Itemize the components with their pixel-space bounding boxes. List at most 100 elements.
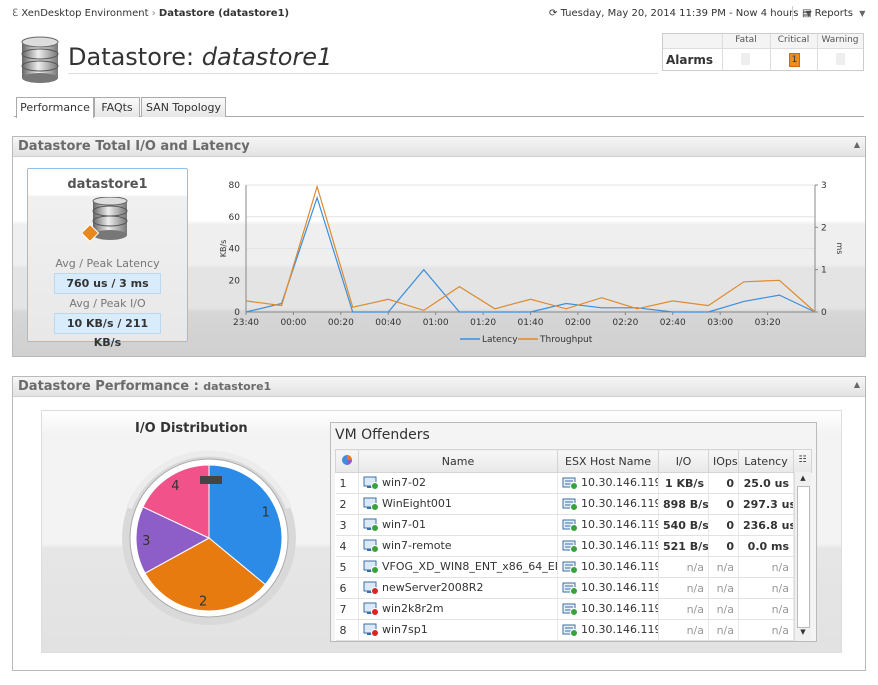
column-header[interactable]: Latency xyxy=(738,449,794,473)
table-row[interactable]: 5 VFOG_XD_WIN8_ENT_x86_64_EN 10.30.146.119… xyxy=(335,556,794,578)
table-cell: n/a xyxy=(658,598,709,620)
column-chooser[interactable]: ☷ xyxy=(793,449,812,473)
x-tick-label: 01:00 xyxy=(423,318,449,328)
dropdown-arrow[interactable]: ▼ xyxy=(859,9,866,18)
table-cell: 521 B/s xyxy=(658,535,709,557)
row-index: 3 xyxy=(339,518,347,532)
table-cell: 236.8 us xyxy=(738,514,794,536)
table-row[interactable]: 7 win2k8r2m 10.30.146.119 n/a n/a n/a xyxy=(335,598,794,620)
panel-title-text: Datastore Performance : xyxy=(18,379,199,394)
dropdown-arrow[interactable]: ▼ xyxy=(805,9,812,18)
row-index: 8 xyxy=(339,623,347,637)
collapse-button[interactable]: ▲ xyxy=(853,140,860,149)
cell-text: n/a xyxy=(771,560,789,574)
pie-slice xyxy=(142,464,210,539)
cell-text: n/a xyxy=(716,623,734,637)
breadcrumb-current: Datastore (datastore1) xyxy=(158,8,290,19)
io-value: 10 KB/s / 211 KB/s xyxy=(54,313,161,349)
x-tick-label: 02:00 xyxy=(565,318,591,328)
time-text[interactable]: Tuesday, May 20, 2014 11:39 PM - Now 4 h… xyxy=(560,8,799,19)
cell-text: 10.30.146.119 xyxy=(581,497,659,510)
y2-axis-label: ms xyxy=(835,243,844,255)
column-header[interactable]: Name xyxy=(358,449,558,473)
vm-icon xyxy=(363,518,379,532)
table-row[interactable]: 3 win7-01 10.30.146.119 540 B/s 0 236.8 us xyxy=(335,514,794,536)
alarms-header xyxy=(663,34,863,49)
critical-count[interactable]: 1 xyxy=(789,53,800,67)
table-cell: 10.30.146.119 xyxy=(557,577,659,599)
pie-slice xyxy=(135,506,211,574)
table-cell: n/a xyxy=(708,577,739,599)
scroll-up[interactable]: ▲ xyxy=(800,474,806,482)
table-cell: 898 B/s xyxy=(658,493,709,515)
vm-icon xyxy=(363,602,379,616)
table-row[interactable]: 6 newServer2008R2 10.30.146.119 n/a n/a n/a xyxy=(335,577,794,599)
column-header[interactable]: I/O xyxy=(658,449,709,473)
table-row[interactable]: 2 WinEight001 10.30.146.119 898 B/s 0 297.3 u… xyxy=(335,493,794,515)
table-row[interactable]: 8 win7sp1 10.30.146.119 n/a n/a n/a xyxy=(335,619,794,641)
tab[interactable]: SAN Topology xyxy=(141,97,226,117)
table-cell: n/a xyxy=(658,577,709,599)
cell-text: 10.30.146.119 xyxy=(581,539,659,552)
divider xyxy=(770,34,771,70)
y-tick-label: 20 xyxy=(229,276,241,286)
io-panel: Datastore Total I/O and Latency ▲ datast… xyxy=(12,136,866,357)
y-tick-label: 0 xyxy=(234,308,240,318)
scrollbar[interactable]: ▲ ▼ xyxy=(794,472,811,641)
cell-text: n/a xyxy=(686,602,704,616)
cell-text: 10.30.146.119 xyxy=(581,581,659,594)
legend-label: Throughput xyxy=(539,335,593,345)
table-cell: VFOG_XD_WIN8_ENT_x86_64_EN xyxy=(358,556,558,578)
vm-icon xyxy=(363,539,379,553)
datastore-icon xyxy=(21,36,59,83)
row-index: 6 xyxy=(339,581,347,595)
table-cell: newServer2008R2 xyxy=(358,577,558,599)
table-cell: 540 B/s xyxy=(658,514,709,536)
reports-menu[interactable]: ▤ Reports ▼ xyxy=(802,8,865,19)
column-header[interactable]: IOps xyxy=(708,449,739,473)
table-row[interactable]: 1 win7-02 10.30.146.119 1 KB/s 0 25.0 us xyxy=(335,472,794,494)
card-title: datastore1 xyxy=(67,177,148,192)
header-row: Name ESX Host Name I/O IOps Latency xyxy=(335,449,794,473)
cell-text: n/a xyxy=(686,623,704,637)
pie-label: 4 xyxy=(171,479,179,494)
table-cell: 1 xyxy=(335,472,359,494)
table-row[interactable]: 4 win7-remote 10.30.146.119 521 B/s 0 0.0 ms xyxy=(335,535,794,557)
column-header: Fatal xyxy=(735,35,757,45)
cell-text: n/a xyxy=(771,602,789,616)
page-title: Datastore: datastore1 xyxy=(68,43,332,71)
reports-label[interactable]: Reports xyxy=(814,8,853,19)
scroll-thumb[interactable] xyxy=(797,486,810,628)
row-index: 2 xyxy=(339,497,347,511)
x-tick-label: 00:40 xyxy=(375,318,401,328)
title-name: datastore1 xyxy=(201,43,333,71)
pie-slice xyxy=(208,464,283,586)
table-cell: 25.0 us xyxy=(738,472,794,494)
cell-text: n/a xyxy=(716,560,734,574)
column-header: Warning xyxy=(821,35,859,45)
vm-icon xyxy=(363,497,379,511)
table-cell: 10.30.146.119 xyxy=(557,619,659,641)
time-range[interactable]: ⟳ Tuesday, May 20, 2014 11:39 PM - Now 4… xyxy=(549,8,812,19)
scroll-down[interactable]: ▼ xyxy=(800,628,806,636)
cell-text: 0 xyxy=(726,497,734,511)
cell-text: 297.3 us xyxy=(743,497,794,511)
x-tick-label: 03:20 xyxy=(755,318,781,328)
cell-text: 521 B/s xyxy=(663,539,709,553)
column-header[interactable]: ESX Host Name xyxy=(557,449,659,473)
cell-text: n/a xyxy=(686,581,704,595)
cell-text: 1 KB/s xyxy=(665,476,704,490)
chart-column-icon[interactable] xyxy=(335,449,359,473)
breadcrumb: ℇ XenDesktop Environment › Datastore (da… xyxy=(12,8,289,19)
collapse-button[interactable]: ▲ xyxy=(853,380,860,389)
datastore-icon xyxy=(83,197,128,243)
cell-text: 898 B/s xyxy=(663,497,709,511)
table-cell: 0 xyxy=(708,514,739,536)
tab-active[interactable]: Performance xyxy=(16,97,94,118)
tab[interactable]: FAQts xyxy=(94,97,140,117)
breadcrumb-parent[interactable]: XenDesktop Environment xyxy=(21,8,149,19)
x-tick-label: 01:40 xyxy=(518,318,544,328)
cell-text: n/a xyxy=(716,602,734,616)
